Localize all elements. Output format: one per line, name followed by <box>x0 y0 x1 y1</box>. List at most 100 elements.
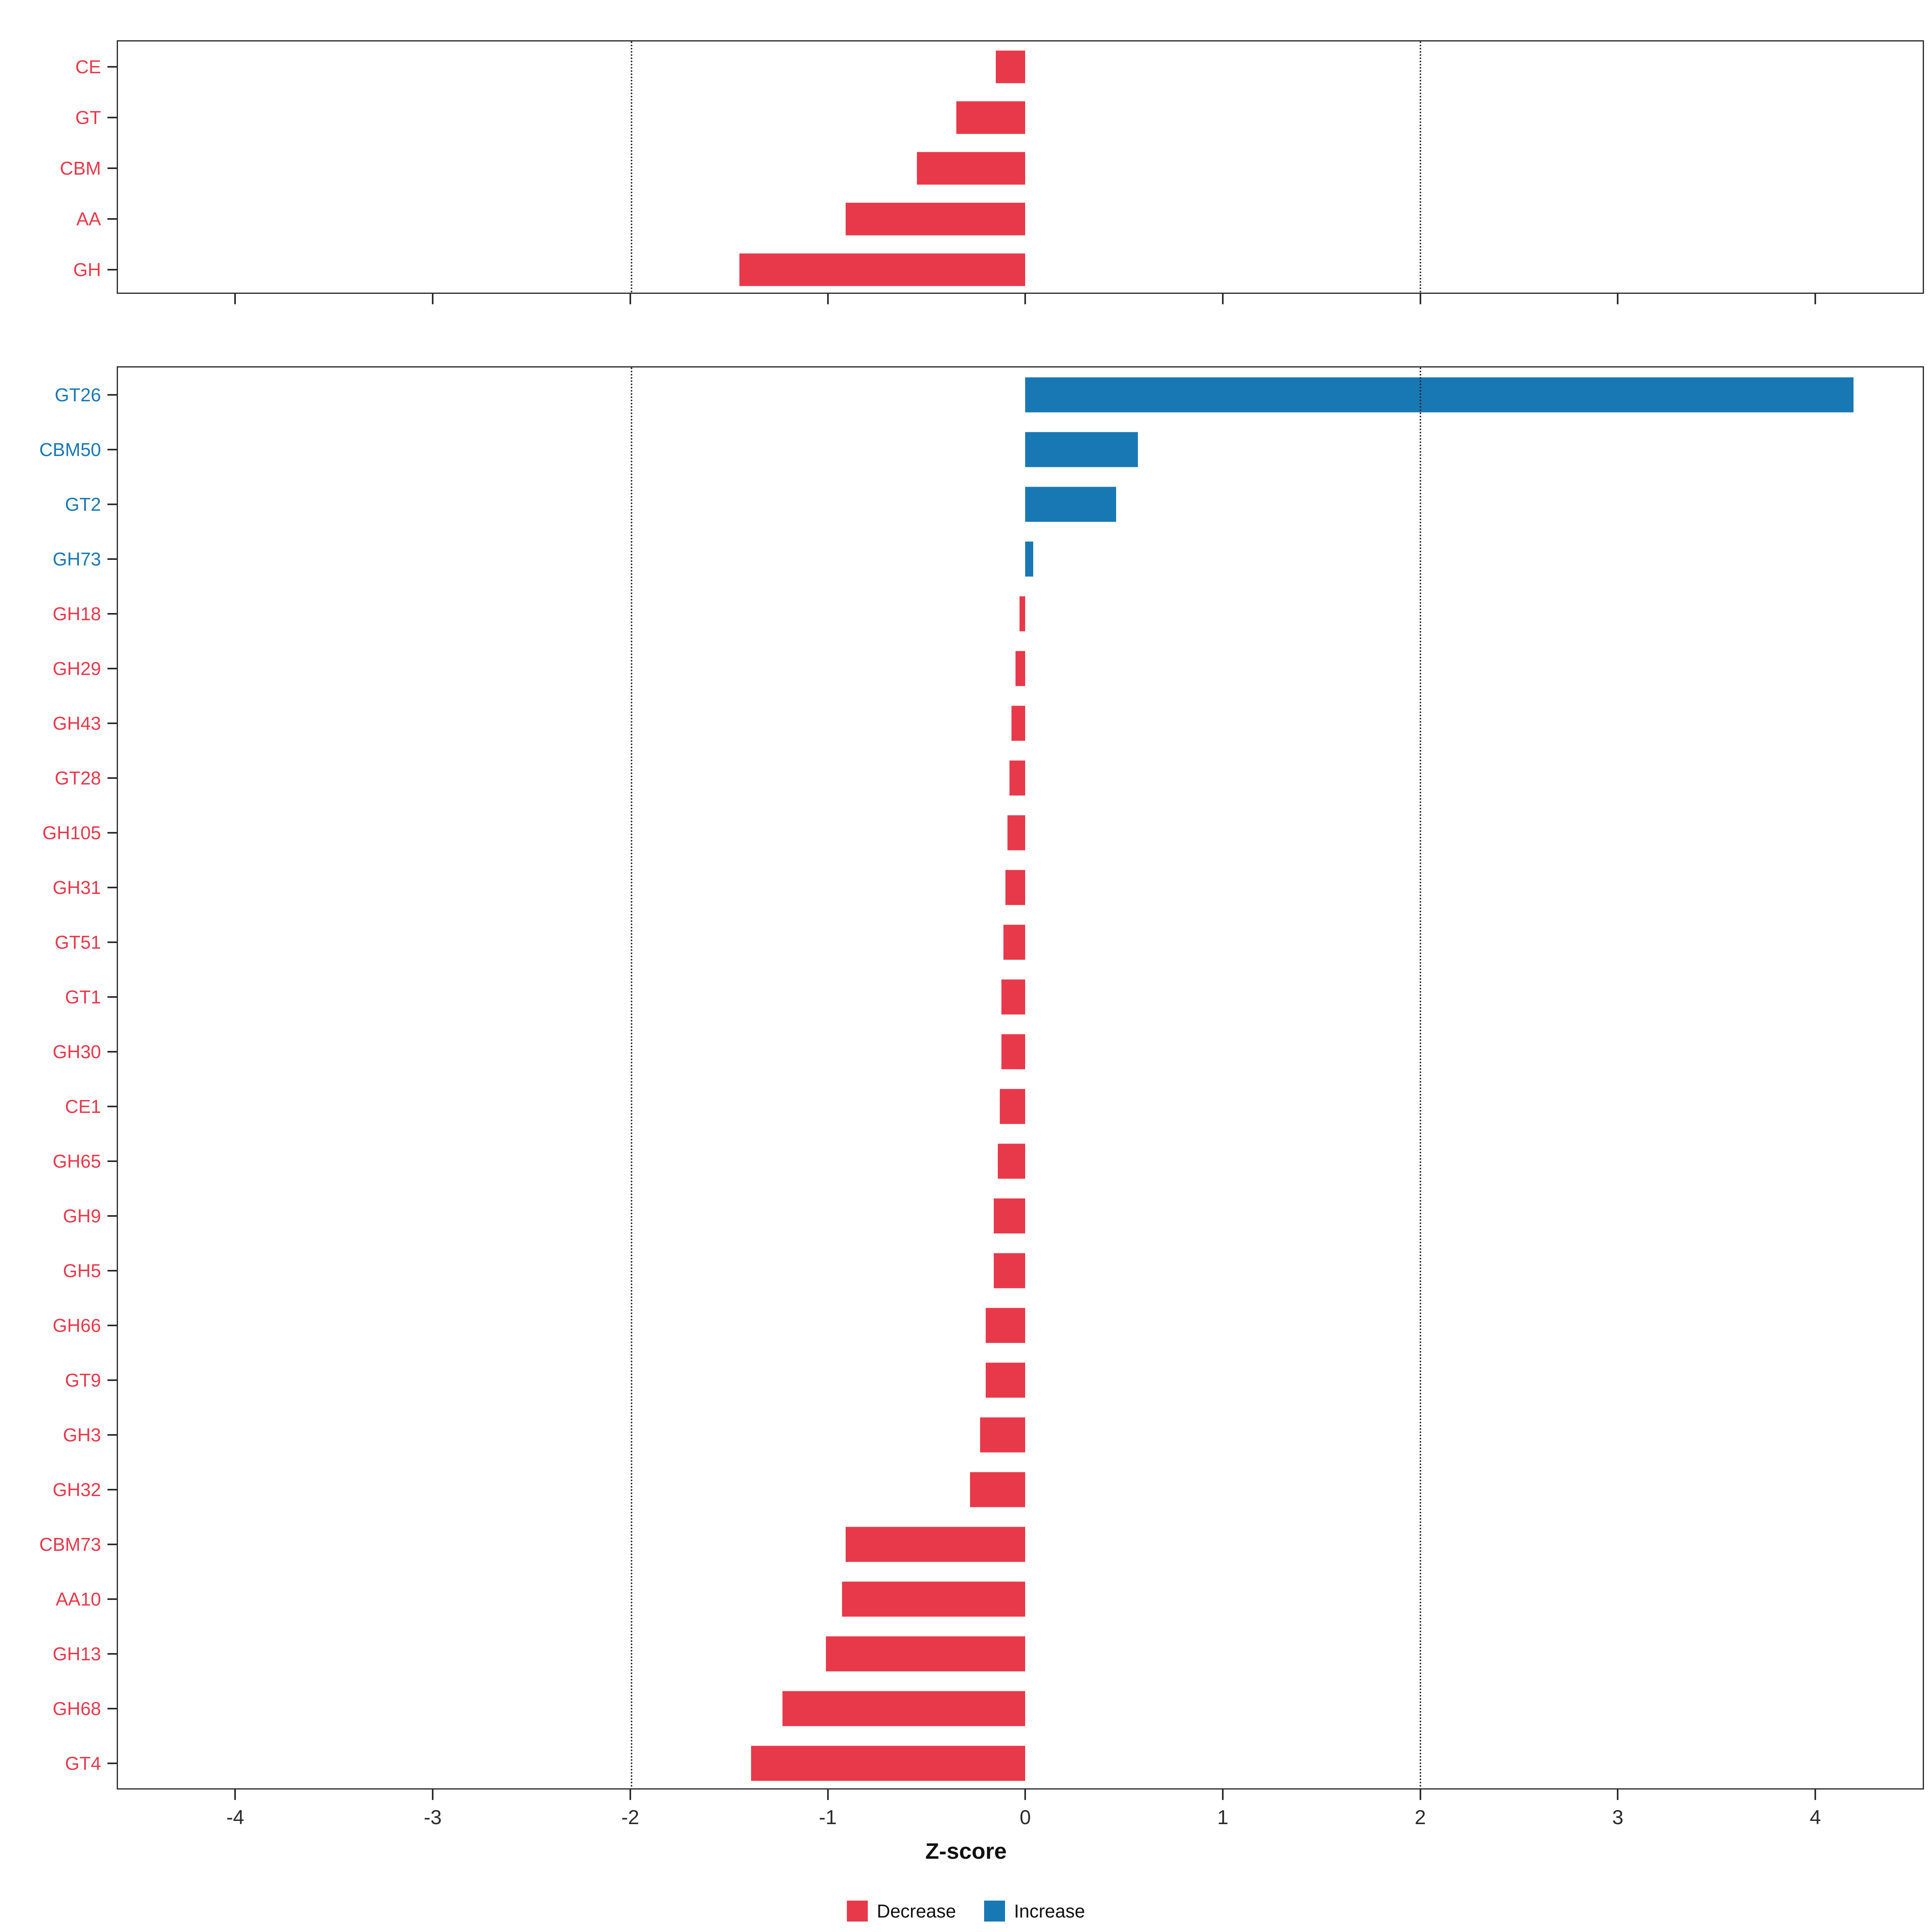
bar-row: GH73 <box>53 532 1923 586</box>
category-label: GH3 <box>63 1424 101 1445</box>
category-label: GH105 <box>42 822 101 843</box>
axis-tick-label: -4 <box>226 1806 244 1829</box>
axis-tick <box>629 1790 631 1800</box>
category-label: GH29 <box>52 658 101 679</box>
bar-row: GH <box>73 244 1923 295</box>
axis-tick-label: 4 <box>1810 1806 1821 1829</box>
bar-gh9 <box>993 1198 1026 1234</box>
category-label: GH73 <box>52 549 101 570</box>
category-label: GH5 <box>63 1260 101 1281</box>
bar-row: GH5 <box>63 1243 1923 1298</box>
bar-row: GT26 <box>55 367 1923 422</box>
bar-gh31 <box>1005 870 1026 905</box>
category-label: AA <box>76 208 101 229</box>
axis-tick <box>234 294 236 304</box>
bar-cbm73 <box>846 1527 1026 1562</box>
bar-gh3 <box>980 1417 1026 1453</box>
category-tick <box>107 722 118 724</box>
bar-row: GH3 <box>63 1408 1923 1462</box>
category-tick <box>107 504 118 505</box>
bar-row: CE1 <box>65 1079 1923 1134</box>
category-label: CBM50 <box>39 439 101 460</box>
bar-gt28 <box>1009 760 1026 796</box>
bar-row: AA10 <box>56 1572 1923 1627</box>
bar-row: GT28 <box>55 751 1923 805</box>
category-tick <box>107 1763 118 1764</box>
bar-gh32 <box>970 1472 1026 1507</box>
category-tick <box>107 1051 118 1053</box>
category-label: GH65 <box>52 1151 101 1172</box>
axis-tick-label: 3 <box>1612 1806 1624 1829</box>
bar-row: GH30 <box>53 1024 1923 1079</box>
decrease-label: Decrease <box>877 1901 956 1922</box>
bar-row: GH32 <box>53 1462 1923 1517</box>
bar-gt4 <box>751 1746 1026 1781</box>
category-tick <box>107 167 118 169</box>
category-tick <box>107 613 118 615</box>
axis-tick <box>432 1790 434 1800</box>
legend-item-increase: Increase <box>984 1900 1085 1922</box>
axis-tick <box>1419 294 1421 304</box>
bar-row: GT4 <box>65 1736 1923 1791</box>
panel-gap <box>0 318 1932 366</box>
bar-gt26 <box>1025 377 1854 413</box>
category-label: GH13 <box>52 1643 101 1664</box>
bar-gt51 <box>1003 925 1026 960</box>
bar-row: GH43 <box>53 696 1923 751</box>
category-tick <box>107 269 118 270</box>
bar-gh18 <box>1019 596 1026 632</box>
axis-tick <box>1617 1790 1619 1800</box>
dotted-gridline <box>631 41 633 293</box>
bar-gt1 <box>1001 979 1026 1015</box>
bar-gh <box>739 253 1026 286</box>
bar-cbm <box>916 152 1026 185</box>
category-label: CBM <box>60 158 101 179</box>
decrease-swatch <box>847 1901 868 1922</box>
category-label: GT28 <box>54 768 101 788</box>
bar-row: GH13 <box>53 1627 1923 1681</box>
category-label: CBM73 <box>39 1534 101 1555</box>
category-label: GH43 <box>52 713 101 734</box>
axis-tick <box>1814 1790 1816 1800</box>
category-tick <box>107 1106 118 1107</box>
category-tick <box>107 1708 118 1709</box>
category-tick <box>107 777 118 779</box>
axis-tick-label: 1 <box>1217 1806 1228 1829</box>
bar-gt <box>956 101 1026 134</box>
axis-tick-label: -2 <box>621 1806 640 1829</box>
category-tick <box>107 1434 118 1436</box>
category-tick <box>107 1544 118 1545</box>
category-label: GT26 <box>54 384 101 405</box>
bar-row: GT2 <box>65 477 1923 532</box>
bar-ce <box>995 50 1026 83</box>
classes-panel: CE GT CBM AA GH <box>60 40 1924 295</box>
bar-row: GH105 <box>42 805 1923 860</box>
classes-panel-axis <box>117 294 1924 318</box>
axis-tick-label: 0 <box>1020 1806 1031 1829</box>
category-tick <box>107 1653 118 1655</box>
category-tick <box>107 996 118 998</box>
category-label: GH66 <box>52 1315 101 1336</box>
category-label: GT4 <box>65 1753 101 1774</box>
bar-row: GH31 <box>53 860 1923 915</box>
category-tick <box>107 832 118 834</box>
bar-gh73 <box>1025 541 1033 577</box>
bar-cbm50 <box>1025 432 1138 467</box>
category-tick <box>107 1325 118 1326</box>
category-label: GT1 <box>65 987 101 1007</box>
bar-row: GT1 <box>65 970 1923 1024</box>
category-tick <box>107 218 118 220</box>
axis-tick-label: 2 <box>1414 1806 1426 1829</box>
category-label: GT2 <box>65 494 101 515</box>
category-tick <box>107 1160 118 1162</box>
axis-tick <box>1419 1790 1421 1800</box>
category-label: GH <box>73 259 101 280</box>
axis-tick <box>1024 294 1026 304</box>
category-tick <box>107 558 118 560</box>
category-tick <box>107 66 118 68</box>
category-tick <box>107 1215 118 1217</box>
dotted-gridline <box>631 367 633 1788</box>
bar-gh65 <box>997 1144 1026 1179</box>
families-panel: GT26 CBM50 GT2 GH73 GH18 GH29 GH43 GT28 GH105 GH3… <box>39 366 1924 1791</box>
classes-panel-block: CE GT CBM AA GH <box>60 40 1924 318</box>
